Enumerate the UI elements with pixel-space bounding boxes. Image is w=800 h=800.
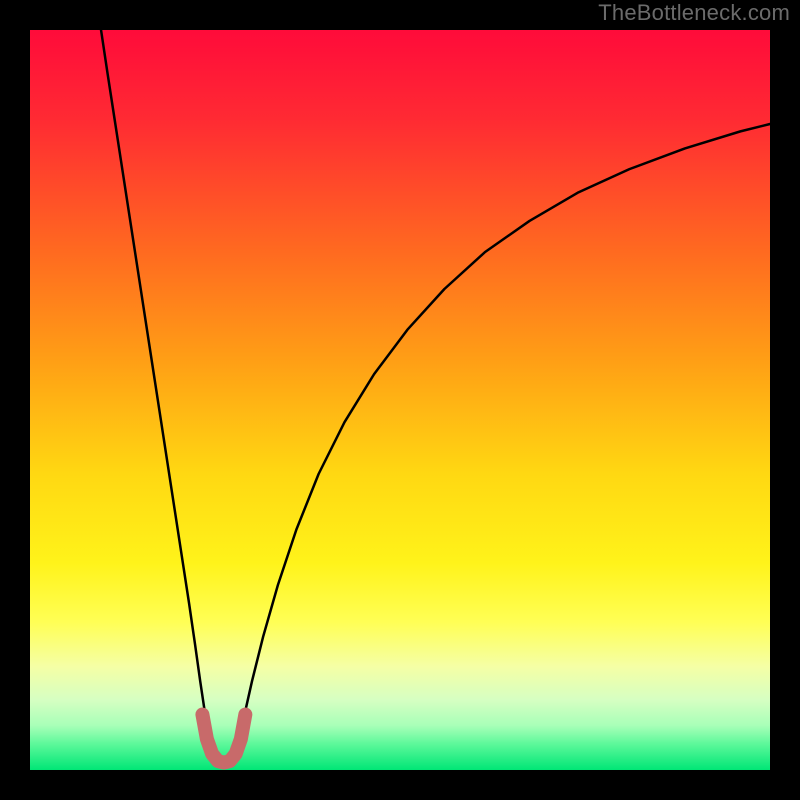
- plot-background: [30, 30, 770, 770]
- chart-svg: [0, 0, 800, 800]
- watermark-text: TheBottleneck.com: [598, 0, 790, 26]
